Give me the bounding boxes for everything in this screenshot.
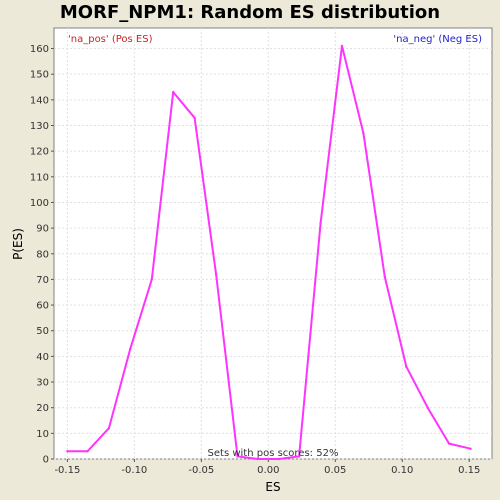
data-point — [319, 221, 322, 225]
data-point — [193, 116, 196, 119]
x-tick-label: -0.10 — [121, 465, 147, 476]
y-tick-label: 150 — [30, 70, 49, 81]
data-point — [426, 406, 429, 409]
x-tick-label: 0.10 — [391, 465, 413, 476]
data-point — [405, 365, 408, 368]
y-axis-ticks: 0 10 20 30 40 50 60 70 80 90 100 110 120 130 140 150 160 — [30, 44, 54, 466]
legend-neg: 'na_neg' (Neg ES) — [393, 34, 482, 45]
y-tick-label: 40 — [36, 352, 49, 363]
x-tick-label: 0.15 — [458, 465, 480, 476]
annotation-pos-scores: Sets with pos scores: 52% — [208, 448, 339, 459]
data-point — [362, 131, 365, 135]
x-tick-label: 0.05 — [324, 465, 346, 476]
data-point — [340, 44, 344, 48]
y-tick-label: 160 — [30, 44, 49, 55]
data-point — [277, 457, 281, 461]
x-tick-label: -0.05 — [188, 465, 214, 476]
data-point — [256, 457, 259, 461]
x-axis-label: ES — [265, 480, 280, 494]
y-tick-label: 80 — [36, 249, 49, 260]
y-axis-label: P(ES) — [11, 228, 25, 260]
y-tick-label: 100 — [30, 198, 49, 209]
series-line-0 — [67, 45, 471, 460]
y-tick-label: 110 — [30, 172, 49, 183]
y-tick-label: 60 — [36, 301, 49, 312]
data-point — [214, 273, 218, 276]
legend-pos: 'na_pos' (Pos ES) — [68, 34, 153, 45]
y-tick-label: 90 — [36, 224, 49, 235]
y-tick-label: 0 — [43, 455, 49, 466]
data-point — [107, 427, 111, 430]
y-tick-label: 70 — [36, 275, 49, 286]
x-tick-label: -0.15 — [54, 465, 80, 476]
y-tick-label: 140 — [30, 95, 49, 106]
x-axis-ticks: -0.15 -0.10 -0.05 0.00 0.05 0.10 0.15 — [54, 459, 480, 476]
y-tick-label: 50 — [36, 326, 49, 337]
data-point — [447, 442, 451, 445]
y-tick-label: 130 — [30, 121, 49, 132]
data-point — [469, 447, 472, 450]
y-tick-label: 10 — [36, 429, 49, 440]
y-tick-label: 20 — [36, 403, 49, 414]
chart-title: MORF_NPM1: Random ES distribution — [59, 2, 441, 23]
x-tick-label: 0.00 — [257, 465, 279, 476]
y-tick-label: 120 — [30, 147, 49, 158]
series-layer — [66, 44, 472, 461]
data-point — [383, 275, 387, 279]
data-point — [150, 278, 153, 281]
grid — [54, 28, 492, 460]
data-point — [66, 450, 69, 453]
data-point — [86, 450, 89, 453]
data-point — [236, 455, 239, 458]
plot-area — [53, 27, 493, 460]
y-tick-label: 30 — [36, 378, 49, 389]
data-point — [172, 90, 175, 94]
data-point — [129, 347, 132, 350]
data-point — [297, 455, 301, 458]
